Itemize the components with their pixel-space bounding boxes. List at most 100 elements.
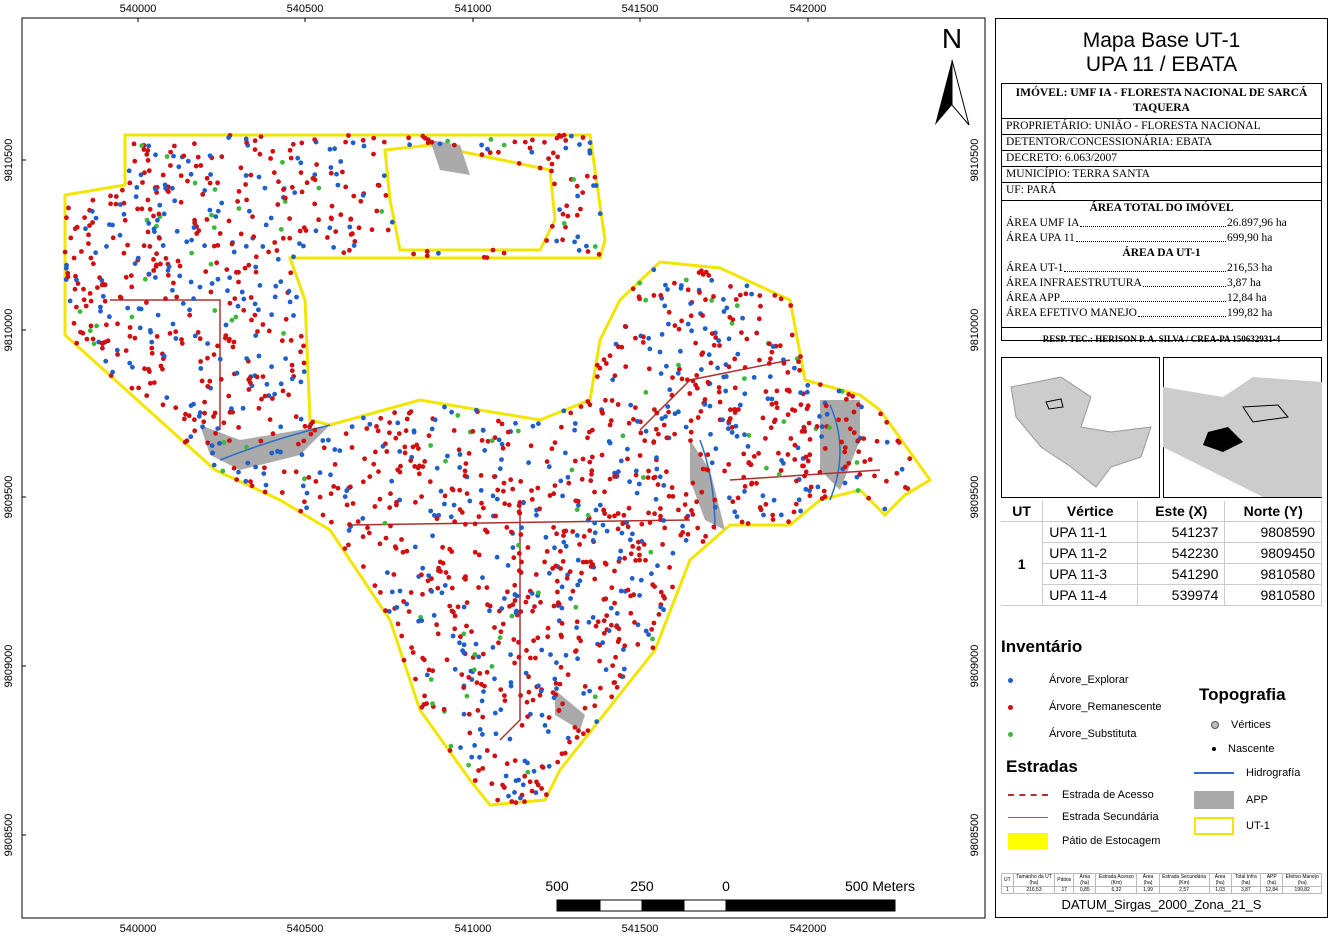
tree-point [675,370,681,376]
tree-point [242,265,248,271]
tree-point [529,788,535,794]
tree-point [574,619,580,625]
tree-point [479,500,484,506]
tree-point [236,189,242,194]
tree-point [569,133,574,139]
tree-point [408,409,414,414]
tree-point [217,356,223,362]
tree-point [483,527,488,533]
tree-point [707,403,713,409]
tree-point [664,363,669,369]
tree-point [293,414,299,420]
tree-point [670,584,675,590]
tree-point [388,491,393,497]
tree-point [525,594,531,600]
tree-point [549,446,555,452]
tree-point [412,464,418,469]
tree-point [298,333,304,339]
tree-point [484,669,490,675]
tree-point [781,460,786,466]
tree-point [276,179,281,185]
tree-point [592,530,598,536]
subtitle: UPA 11 / EBATA [1085,53,1238,76]
tree-point [487,150,493,156]
tree-point [501,250,507,256]
legend-swatch [1008,731,1013,737]
tree-point [607,514,612,519]
tree-point [791,509,797,515]
tree-point [633,468,639,474]
tree-point [170,185,175,191]
tree-point [788,303,794,308]
tree-point [255,329,260,334]
tree-point [626,505,632,511]
tree-point [91,261,96,267]
tree-point [819,434,824,439]
legend-label: Vértices [1231,719,1271,731]
tree-point [730,499,736,505]
tree-point [579,476,585,482]
tree-point [516,654,522,660]
tree-point [383,193,389,198]
tree-point [90,197,96,203]
tree-point [804,389,810,395]
tree-point [544,238,549,243]
tree-point [93,250,98,256]
tree-point [737,292,743,298]
tree-point [75,281,81,286]
tree-point [512,790,517,795]
area-value: 216,53 ha [1227,262,1273,274]
tree-point [578,206,583,212]
inset-map [1163,357,1322,498]
tree-point [281,187,286,193]
tree-point [855,438,861,443]
tree-point [225,288,230,294]
tree-point [211,243,217,249]
tree-point [554,238,560,244]
tree-point [624,520,629,526]
tree-point [505,442,511,447]
tree-point [505,563,511,568]
tree-point [472,778,478,783]
tree-point [467,498,473,504]
tree-point [732,407,737,412]
area-label: ÁREA UMF IA [1006,217,1080,229]
tree-point [688,313,694,319]
tree-point [807,452,813,458]
tree-point [177,263,183,269]
tree-point [588,478,594,484]
tree-point [108,193,113,199]
tree-point [770,517,776,522]
tree-point [278,279,284,285]
tree-point [258,438,264,444]
tree-point [294,294,299,300]
tree-point [801,463,806,469]
tree-point [502,596,507,601]
tree-point [278,381,284,387]
tree-point [205,355,210,361]
tree-point [504,525,510,530]
tree-point [480,766,486,771]
tree-point [235,199,241,204]
tree-point [328,491,334,497]
tree-point [320,438,326,443]
tree-point [65,274,71,280]
tree-point [437,141,443,147]
tree-point [846,392,852,397]
tree-point [243,478,249,484]
tree-point [700,539,706,544]
tree-point [781,357,786,363]
leader [1142,276,1226,287]
tree-point [658,589,664,595]
tree-point [430,701,435,707]
tree-point [842,464,848,470]
tree-point [662,303,668,309]
tree-point [694,373,700,378]
tree-point [343,431,349,437]
tree-point [246,262,252,268]
tree-point [426,667,432,673]
tree-point [253,333,259,338]
tree-point [95,285,100,290]
tree-point [836,388,842,394]
tree-point [688,418,694,424]
